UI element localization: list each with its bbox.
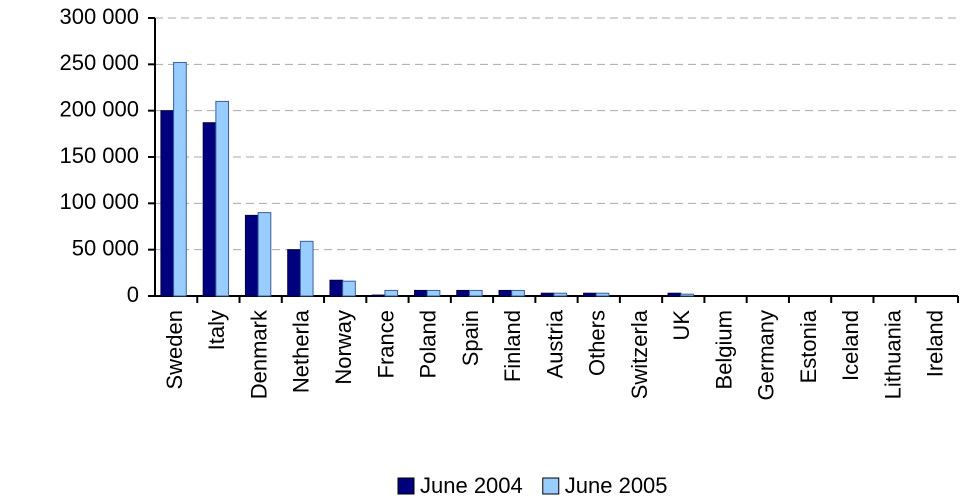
bar xyxy=(371,294,386,297)
bar xyxy=(413,289,428,297)
bar xyxy=(667,292,682,297)
bar xyxy=(287,249,301,297)
y-tick-label: 50 000 xyxy=(72,235,139,260)
bar xyxy=(680,293,694,297)
x-tick-label: Sweden xyxy=(162,310,187,390)
bar xyxy=(160,110,175,297)
bar xyxy=(257,212,272,297)
bar xyxy=(456,289,470,297)
bar xyxy=(540,292,555,297)
legend-swatch xyxy=(397,477,415,495)
x-tick-label: Lithuania xyxy=(880,309,905,399)
x-tick-label: Estonia xyxy=(796,309,821,383)
x-tick-label: Poland xyxy=(416,310,441,379)
bar xyxy=(498,289,513,297)
x-tick-label: Denmark xyxy=(246,309,271,399)
bar xyxy=(468,289,483,297)
x-tick-label: Italy xyxy=(204,310,229,350)
bar xyxy=(299,240,314,297)
x-tick-label: Ireland xyxy=(923,310,948,377)
bar xyxy=(511,289,525,297)
bar xyxy=(215,100,230,297)
x-tick-label: Belgium xyxy=(711,310,736,389)
x-tick-label: Germany xyxy=(754,310,779,400)
y-tick-label: 100 000 xyxy=(59,189,139,214)
bar xyxy=(384,289,399,297)
bar xyxy=(173,61,187,297)
bar xyxy=(583,292,597,297)
legend-swatch xyxy=(542,477,560,495)
bar xyxy=(595,292,610,297)
y-tick-label: 200 000 xyxy=(59,96,139,121)
x-tick-label: Spain xyxy=(458,310,483,366)
bar xyxy=(342,280,356,297)
y-tick-label: 150 000 xyxy=(59,143,139,168)
x-tick-label: Austria xyxy=(542,309,567,378)
bar xyxy=(553,292,568,297)
x-tick-label: UK xyxy=(669,310,694,341)
x-tick-label: Iceland xyxy=(838,310,863,381)
x-tick-label: Norway xyxy=(331,310,356,385)
legend-label: June 2005 xyxy=(565,473,668,498)
y-tick-label: 0 xyxy=(127,282,139,307)
y-tick-label: 250 000 xyxy=(59,50,139,75)
x-tick-label: France xyxy=(373,310,398,378)
x-tick-label: Others xyxy=(585,310,610,376)
y-tick-label: 300 000 xyxy=(59,4,139,29)
x-tick-label: Finland xyxy=(500,310,525,382)
x-tick-label: Netherla xyxy=(289,309,314,393)
bar xyxy=(426,289,441,297)
bar xyxy=(202,122,217,297)
bar xyxy=(244,214,259,297)
bar xyxy=(329,279,344,297)
legend-label: June 2004 xyxy=(420,473,523,498)
x-tick-label: Switzerla xyxy=(627,309,652,399)
